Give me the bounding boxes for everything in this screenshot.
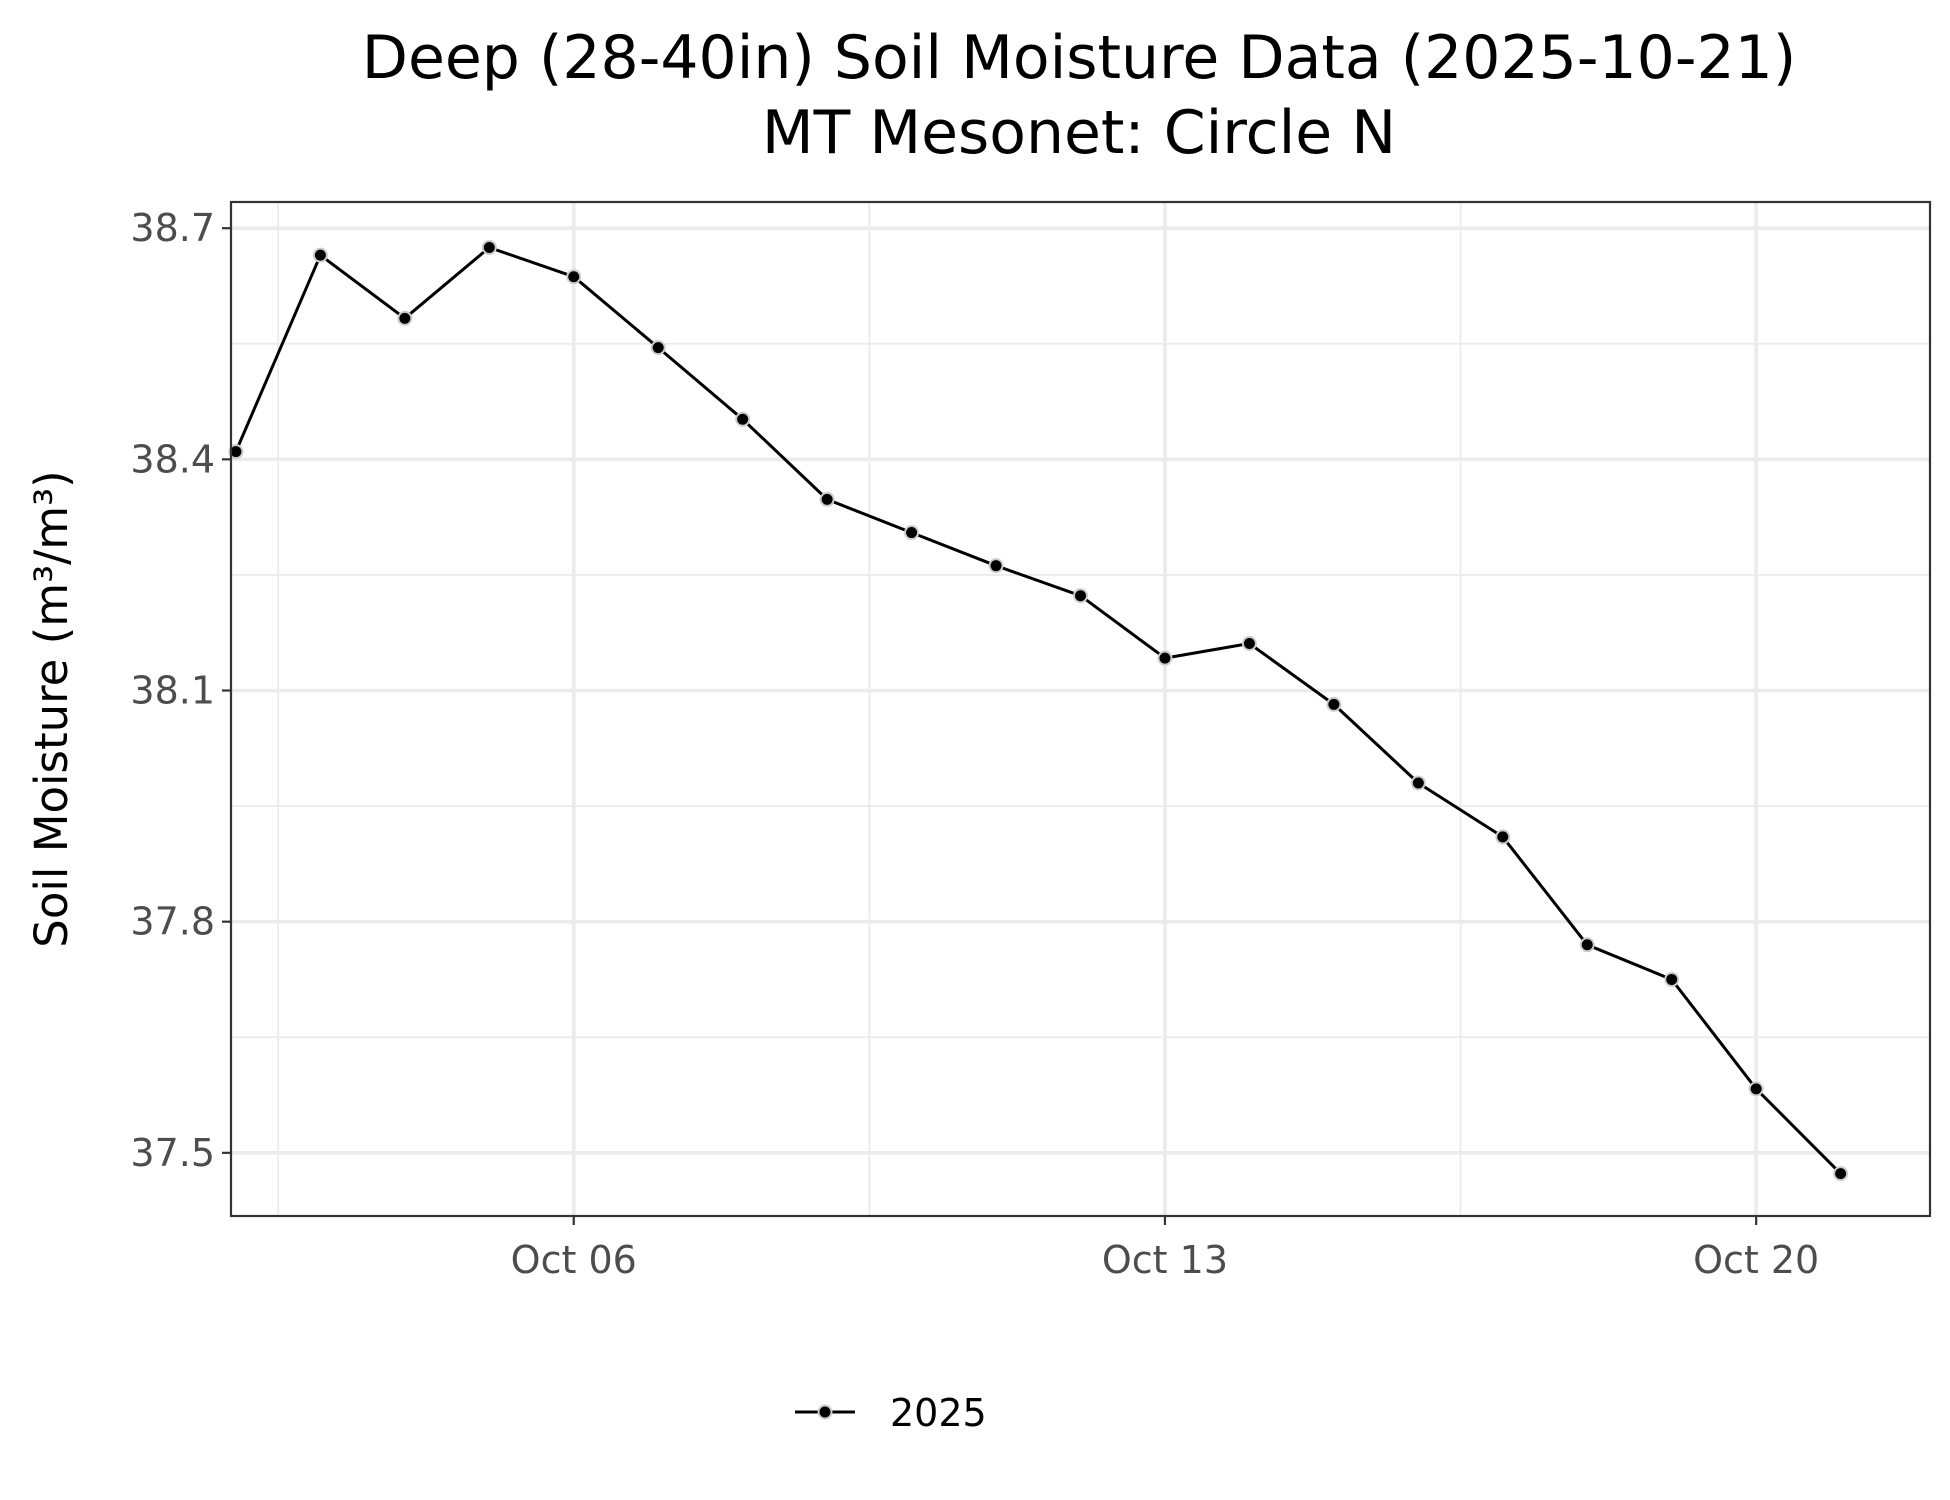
y-tick-label: 37.5 — [130, 1131, 215, 1175]
x-tick-label: Oct 13 — [1102, 1238, 1228, 1282]
data-point — [566, 269, 582, 285]
y-tick-label: 38.4 — [130, 437, 215, 481]
data-point — [397, 310, 413, 326]
y-tick-label: 38.1 — [130, 669, 215, 713]
data-point — [735, 411, 751, 427]
y-tick-label: 37.8 — [130, 900, 215, 944]
data-point — [1326, 696, 1342, 712]
data-point — [228, 444, 244, 460]
data-point — [1073, 588, 1088, 604]
series-layer — [228, 239, 1849, 1182]
data-point — [650, 340, 666, 356]
data-point — [904, 525, 920, 541]
data-point — [481, 239, 497, 255]
minor-gridlines — [231, 202, 1930, 1216]
series-line-2025 — [234, 246, 1842, 1175]
data-point — [1579, 937, 1595, 953]
chart-subtitle: MT Mesonet: Circle N — [762, 98, 1396, 168]
data-point — [1495, 829, 1511, 845]
chart-title: Deep (28-40in) Soil Moisture Data (2025-… — [362, 23, 1796, 93]
y-axis-title: Soil Moisture (m³/m³) — [25, 470, 78, 947]
data-point — [312, 247, 328, 263]
legend-key-point — [817, 1404, 833, 1420]
panel-border — [229, 200, 1932, 1218]
data-point — [1241, 636, 1257, 652]
data-point — [988, 558, 1004, 574]
y-tick-label: 38.7 — [130, 206, 215, 250]
legend-label-2025: 2025 — [890, 1391, 987, 1435]
major-gridlines — [231, 202, 1930, 1216]
data-point — [1157, 650, 1173, 666]
x-tick-label: Oct 06 — [511, 1238, 637, 1282]
y-axis: 37.5 37.8 38.1 38.4 38.7 — [130, 206, 231, 1175]
x-tick-label: Oct 20 — [1693, 1238, 1819, 1282]
data-point — [1748, 1081, 1764, 1097]
x-axis: Oct 06 Oct 13 Oct 20 — [511, 1216, 1819, 1282]
data-point — [819, 491, 835, 507]
data-point — [1664, 971, 1680, 987]
legend: 2025 — [795, 1391, 987, 1435]
data-point — [1833, 1166, 1849, 1182]
data-point — [1410, 775, 1426, 791]
